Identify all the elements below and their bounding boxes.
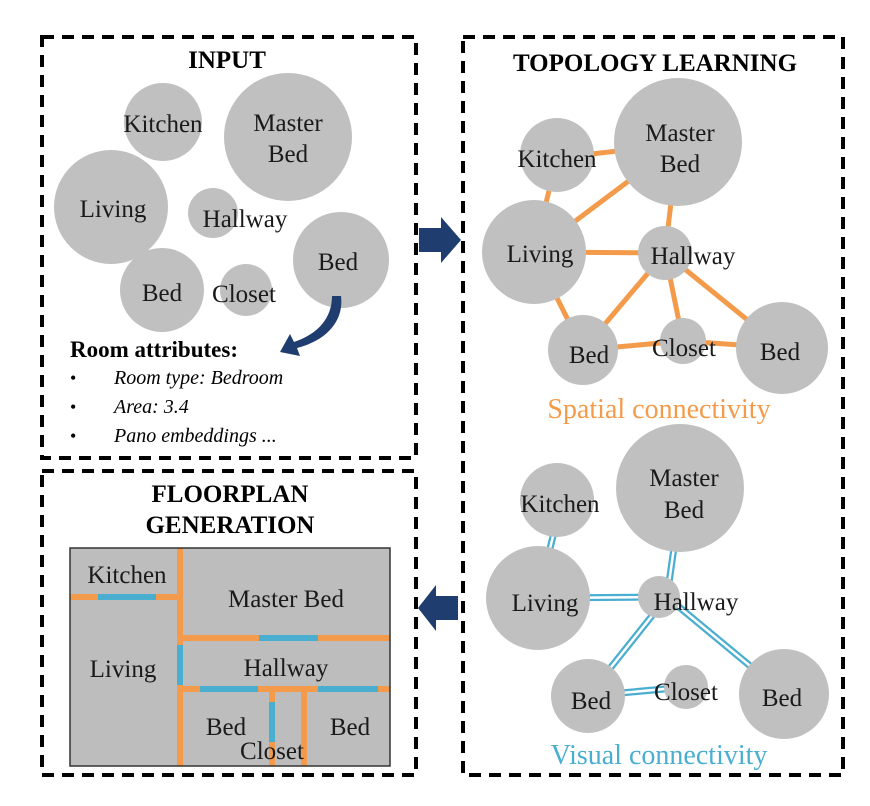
room-circle-kitchen <box>124 83 202 161</box>
floor-label-closet: Closet <box>240 738 304 765</box>
room-label-kitchen: Kitchen <box>123 111 203 138</box>
room-circle-closet <box>664 665 708 709</box>
room-circle-closet <box>220 264 272 316</box>
input-room-bubbles <box>54 73 389 332</box>
room-circle-hallway <box>638 576 680 618</box>
room-label-bed: Bed <box>571 688 612 715</box>
room-circle-bed <box>739 649 829 739</box>
bullet-icon: • <box>70 397 76 417</box>
floorplan-title-line2: GENERATION <box>145 512 314 539</box>
floor-label-bed: Bed <box>206 714 247 741</box>
room-label-bed: Bed <box>660 151 701 178</box>
room-label-kitchen: Kitchen <box>520 491 600 518</box>
floor-label-hallway: Hallway <box>244 655 329 682</box>
room-circle-living <box>482 200 586 304</box>
spatial-nodes <box>482 78 828 394</box>
room-label-bed: Bed <box>569 342 610 369</box>
room-label-hallway: Hallway <box>203 206 288 233</box>
floor-label-living: Living <box>90 656 157 683</box>
room-label-kitchen: Kitchen <box>517 146 597 173</box>
attributes-list: • Room type: Bedroom • Area: 3.4 • Pano … <box>70 367 283 447</box>
room-label-hallway: Hallway <box>651 243 736 270</box>
room-circle-bed <box>736 302 828 394</box>
topology-panel <box>461 35 845 777</box>
right-arrow-icon <box>419 217 461 263</box>
room-circle-master-bed <box>224 73 352 201</box>
floorplan-panel <box>40 469 418 777</box>
room-label-bed: Bed <box>762 685 803 712</box>
room-circle-kitchen <box>520 118 594 192</box>
room-label-living: Living <box>507 241 574 268</box>
room-label-bed: Bed <box>760 339 801 366</box>
floorplan-title-line1: FLOORPLAN <box>152 481 309 508</box>
room-label-bed: Bed <box>318 249 359 276</box>
room-circle-master-bed <box>616 424 744 552</box>
input-panel <box>40 35 418 460</box>
attribute-item: Pano embeddings ... <box>113 425 277 447</box>
visual-caption: Visual connectivity <box>551 740 768 771</box>
curved-arrow-icon <box>280 296 342 356</box>
room-circle-bed <box>548 315 618 385</box>
floorplan-area <box>70 548 390 766</box>
input-title: INPUT <box>188 47 266 74</box>
attribute-item: Area: 3.4 <box>112 396 189 418</box>
floor-label-kitchen: Kitchen <box>87 562 167 589</box>
floorplan-border <box>69 547 391 767</box>
room-label-bed: Bed <box>664 497 705 524</box>
room-label-master: Master <box>253 110 323 137</box>
room-circle-master-bed <box>614 78 742 206</box>
floor-label-master-bed: Master Bed <box>228 586 344 613</box>
visual-nodes <box>486 424 829 739</box>
room-label-closet: Closet <box>652 335 716 362</box>
bullet-icon: • <box>70 368 76 388</box>
room-label-bed: Bed <box>268 141 309 168</box>
room-label-master: Master <box>645 120 715 147</box>
room-circle-bed <box>293 212 389 308</box>
floorplan: Kitchen Master Bed Living Hallway Bed Be… <box>69 547 391 767</box>
topology-title: TOPOLOGY LEARNING <box>513 50 797 77</box>
room-circle-hallway <box>188 188 238 238</box>
room-label-bed: Bed <box>142 280 183 307</box>
floor-label-bed: Bed <box>330 714 371 741</box>
room-circle-living <box>486 546 590 650</box>
spatial-caption: Spatial connectivity <box>547 394 770 425</box>
room-label-closet: Closet <box>654 679 718 706</box>
room-label-hallway: Hallway <box>654 589 739 616</box>
room-circle-bed <box>120 248 204 332</box>
room-label-master: Master <box>649 465 719 492</box>
room-circle-kitchen <box>520 463 594 537</box>
left-arrow-icon <box>418 585 458 631</box>
room-circle-living <box>54 150 168 264</box>
bullet-icon: • <box>70 426 76 446</box>
room-circle-hallway <box>638 226 692 280</box>
room-circle-bed <box>551 659 625 733</box>
room-label-closet: Closet <box>212 281 276 308</box>
room-label-living: Living <box>80 196 147 223</box>
attributes-heading: Room attributes: <box>70 337 238 362</box>
room-circle-closet <box>660 318 706 364</box>
attribute-item: Room type: Bedroom <box>113 367 283 389</box>
room-label-living: Living <box>512 590 579 617</box>
floorplan-doors <box>98 594 378 742</box>
